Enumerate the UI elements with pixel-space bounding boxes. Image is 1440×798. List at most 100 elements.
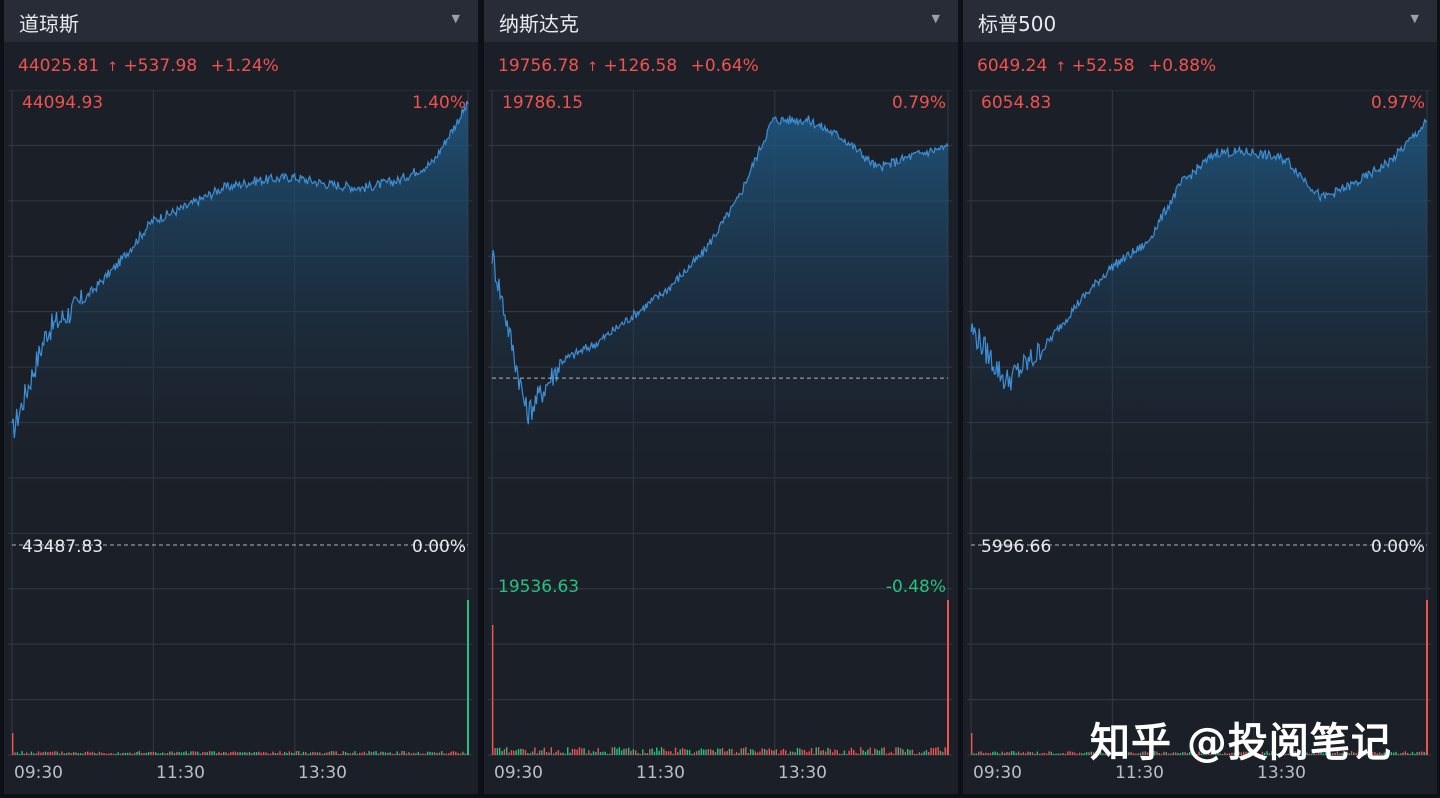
panel-header[interactable]: 道琼斯 ▼ <box>4 0 478 42</box>
volume-bar <box>513 750 515 755</box>
volume-bar <box>72 752 75 755</box>
volume-bar <box>1121 751 1123 755</box>
volume-bar <box>707 748 710 755</box>
panel-header[interactable]: 标普500 ▼ <box>963 0 1437 42</box>
volume-bar <box>377 753 380 755</box>
volume-bar <box>1339 753 1341 755</box>
volume-bar <box>1402 752 1404 755</box>
volume-bar <box>234 751 237 755</box>
volume-bar <box>30 751 33 755</box>
volume-bar <box>448 753 450 755</box>
volume-bar <box>1163 751 1165 755</box>
volume-bar <box>199 753 201 755</box>
time-label: 11:30 <box>636 763 685 783</box>
volume-bar <box>1308 753 1311 755</box>
volume-bar <box>220 753 223 755</box>
volume-bar <box>496 748 499 755</box>
volume-bar <box>738 753 740 755</box>
volume-bar <box>426 751 429 755</box>
volume-bar <box>808 751 810 755</box>
volume-bar <box>248 751 251 755</box>
volume-bar <box>649 749 651 755</box>
volume-bar <box>674 747 677 755</box>
dropdown-caret-icon[interactable]: ▼ <box>1410 12 1419 25</box>
volume-bar <box>51 751 54 755</box>
dropdown-caret-icon[interactable]: ▼ <box>931 12 940 25</box>
panel-header[interactable]: 纳斯达克 ▼ <box>484 0 958 42</box>
volume-bar <box>857 753 860 755</box>
time-label: 13:30 <box>778 763 827 783</box>
volume-bar <box>274 753 276 755</box>
price-area <box>12 100 468 546</box>
volume-bar <box>1106 753 1109 755</box>
volume-bar <box>728 748 731 755</box>
volume-bar <box>644 753 646 755</box>
volume-bar <box>452 751 455 755</box>
volume-bar <box>567 747 569 755</box>
volume-bar <box>1174 752 1177 755</box>
volume-bar <box>368 751 370 755</box>
volume-bar <box>1177 752 1179 755</box>
volume-bar <box>1053 753 1055 755</box>
volume-bar <box>1078 752 1081 755</box>
volume-bar <box>1257 753 1259 755</box>
intraday-chart[interactable]: 6054.83 0.97% 5996.66 0.00% 09:30 11:30 13:30 <box>967 90 1435 790</box>
axis-base-label: 5996.66 <box>981 537 1051 557</box>
volume-bar <box>667 751 670 755</box>
volume-bar <box>1381 753 1383 755</box>
volume-bar <box>778 753 780 755</box>
volume-bar <box>742 748 745 755</box>
volume-bar <box>201 752 204 755</box>
volume-bar <box>1198 751 1200 755</box>
axis-base-pct-label: 0.00% <box>1371 537 1425 557</box>
volume-bar <box>1388 752 1390 755</box>
dropdown-caret-icon[interactable]: ▼ <box>451 12 460 25</box>
volume-bar <box>747 752 749 755</box>
volume-bar <box>733 753 735 755</box>
volume-bar <box>1076 753 1078 755</box>
volume-bar <box>1306 752 1308 755</box>
volume-bar <box>232 751 234 755</box>
axis-low-pct-label: -0.48% <box>886 577 946 597</box>
volume-bar <box>1212 752 1214 755</box>
volume-bar <box>1407 753 1409 755</box>
time-label: 09:30 <box>14 763 63 783</box>
volume-bar <box>895 747 897 755</box>
volume-bar <box>61 751 63 755</box>
volume-bar <box>632 749 635 755</box>
volume-bar <box>267 753 269 755</box>
intraday-chart[interactable]: 19786.15 0.79% 19536.63 -0.48% 09:30 11:30 13:… <box>488 90 956 790</box>
volume-bar <box>187 753 190 755</box>
volume-bar <box>445 753 448 755</box>
sp500-panel: 标普500 ▼ 6049.24 ↑ +52.58 +0.88% 6054.83 0.… <box>963 0 1437 794</box>
volume-bar <box>1172 752 1175 755</box>
volume-bar <box>766 750 768 755</box>
volume-bar <box>1165 752 1167 755</box>
volume-bar <box>588 750 590 755</box>
index-name: 标普500 <box>978 12 1057 36</box>
time-label: 09:30 <box>494 763 543 783</box>
volume-bar <box>703 749 705 755</box>
volume-bar <box>44 751 47 755</box>
volume-bar <box>1184 752 1186 755</box>
volume-bar <box>429 751 431 755</box>
volume-bar <box>1006 752 1008 755</box>
volume-bar <box>269 753 272 755</box>
volume-bar <box>457 753 459 755</box>
volume-bar <box>258 751 260 755</box>
intraday-chart[interactable]: 44094.93 1.40% 43487.83 0.00% 09:30 11:30 13:3… <box>8 90 476 790</box>
volume-bar <box>656 747 658 755</box>
volume-bar <box>930 747 932 755</box>
volume-bar <box>871 753 874 755</box>
volume-bar <box>862 750 864 755</box>
volume-bar <box>1360 751 1362 755</box>
volume-bar <box>646 753 649 755</box>
volume-bar <box>824 751 827 755</box>
volume-bar <box>464 753 466 755</box>
volume-bar <box>564 753 567 755</box>
volume-bar <box>312 751 314 755</box>
volume-bar <box>770 750 773 755</box>
volume-bar <box>855 752 857 755</box>
volume-bar <box>759 751 761 755</box>
volume-bar <box>467 600 469 755</box>
